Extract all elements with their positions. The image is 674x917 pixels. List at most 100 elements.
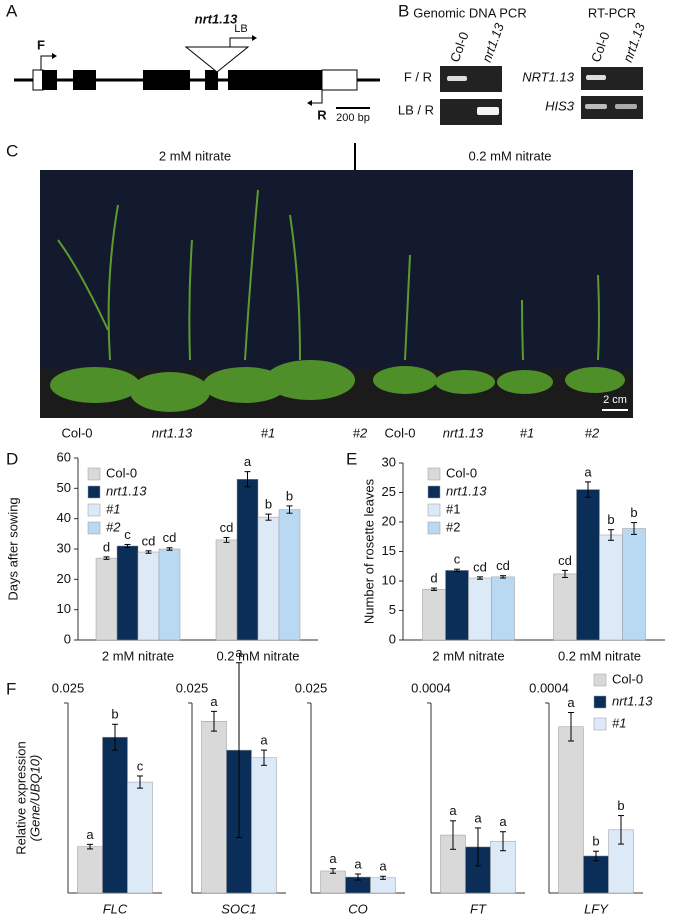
gene-title: nrt1.13 (195, 11, 238, 26)
y-tick-label: 0.025 (52, 680, 85, 695)
bar (320, 870, 346, 894)
significance-letter: b (592, 834, 599, 849)
x-tick-label: FLC (103, 901, 128, 916)
y-tick-label: 0.0004 (411, 680, 451, 695)
panel-label: B (398, 1, 409, 20)
y-axis-label: Number of rosette leaves (361, 478, 376, 624)
bar (158, 548, 181, 641)
scale-label: 200 bp (336, 112, 370, 124)
significance-letter: a (567, 695, 575, 710)
legend-label: #1 (446, 501, 460, 516)
legend-swatch (593, 673, 607, 687)
bar (77, 846, 103, 894)
x-tick-label: 2 mM nitrate (432, 648, 504, 663)
bar (553, 573, 577, 641)
significance-letter: d (103, 539, 110, 554)
significance-letter: cd (142, 533, 156, 548)
panel-label: C (6, 141, 18, 160)
significance-letter: cd (558, 553, 572, 568)
legend-swatch (593, 695, 607, 709)
significance-letter: a (379, 859, 387, 874)
significance-letter: c (137, 758, 144, 773)
panel-label: A (6, 1, 18, 20)
significance-letter: a (235, 645, 243, 660)
genotype-label: nrt1.13 (443, 425, 484, 440)
legend-label: nrt1.13 (446, 483, 487, 498)
legend-swatch (87, 521, 101, 535)
scale-label: 2 cm (603, 394, 627, 406)
bar (422, 589, 446, 641)
gel-title: RT-PCR (588, 5, 636, 20)
significance-letter: cd (473, 559, 487, 574)
y-tick-label: 15 (382, 543, 396, 558)
y-tick-label: 20 (382, 513, 396, 528)
significance-letter: b (111, 707, 118, 722)
primer-label: F (37, 37, 45, 52)
genotype-label: #1 (261, 425, 275, 440)
panel-label: F (6, 679, 16, 698)
y-tick-label: 5 (389, 602, 396, 617)
bar (215, 539, 238, 641)
genotype-label: nrt1.13 (152, 425, 193, 440)
y-tick-label: 0 (64, 631, 71, 646)
bar (257, 516, 280, 641)
significance-letter: c (124, 527, 131, 542)
condition-label: 2 mM nitrate (159, 148, 231, 163)
significance-letter: a (449, 803, 457, 818)
legend-label: nrt1.13 (106, 483, 147, 498)
legend-swatch (87, 485, 101, 499)
significance-letter: c (454, 552, 461, 567)
legend-label: #2 (106, 519, 121, 534)
y-axis-note: (Gene/UBQ10) (27, 755, 42, 842)
plant-photo (40, 170, 633, 418)
bar (445, 570, 469, 641)
gene-diagram (14, 35, 380, 109)
legend-label: Col-0 (612, 671, 643, 686)
y-tick-label: 10 (57, 601, 71, 616)
y-tick-label: 30 (382, 454, 396, 469)
significance-letter: a (329, 851, 337, 866)
y-tick-label: 25 (382, 484, 396, 499)
significance-letter: b (265, 497, 272, 512)
significance-letter: a (244, 454, 252, 469)
legend-swatch (427, 485, 441, 499)
y-tick-label: 0.025 (176, 680, 209, 695)
y-tick-label: 0.025 (295, 680, 328, 695)
significance-letter: b (607, 512, 614, 527)
condition-label: 0.2 mM nitrate (468, 148, 551, 163)
bar (251, 757, 277, 894)
significance-letter: a (260, 733, 268, 748)
legend-swatch (427, 503, 441, 517)
bar (278, 509, 301, 641)
x-tick-label: 0.2 mM nitrate (558, 648, 641, 663)
primer-label: R (317, 107, 327, 122)
bar (127, 781, 153, 894)
legend-swatch (87, 467, 101, 481)
lane-label: nrt1.13 (479, 20, 507, 64)
panel-label: E (346, 449, 357, 468)
bar (440, 834, 466, 894)
significance-letter: a (474, 810, 482, 825)
significance-letter: a (354, 856, 362, 871)
lane-label: Col-0 (447, 30, 472, 64)
y-tick-label: 0.0004 (529, 680, 569, 695)
lane-label: Col-0 (588, 30, 613, 64)
legend-label: #1 (612, 715, 626, 730)
genotype-label: #2 (585, 425, 600, 440)
significance-letter: cd (220, 520, 234, 535)
gel-title: Genomic DNA PCR (413, 5, 526, 20)
x-tick-label: 2 mM nitrate (102, 648, 174, 663)
y-tick-label: 10 (382, 572, 396, 587)
significance-letter: b (630, 505, 637, 520)
gel (440, 66, 643, 125)
significance-letter: a (499, 814, 507, 829)
y-tick-label: 0 (389, 631, 396, 646)
bar (236, 478, 259, 641)
legend-swatch (427, 467, 441, 481)
genotype-label: #2 (353, 425, 368, 440)
x-tick-label: LFY (584, 901, 609, 916)
legend-label: #1 (106, 501, 120, 516)
bar (137, 551, 160, 641)
y-tick-label: 30 (57, 540, 71, 555)
